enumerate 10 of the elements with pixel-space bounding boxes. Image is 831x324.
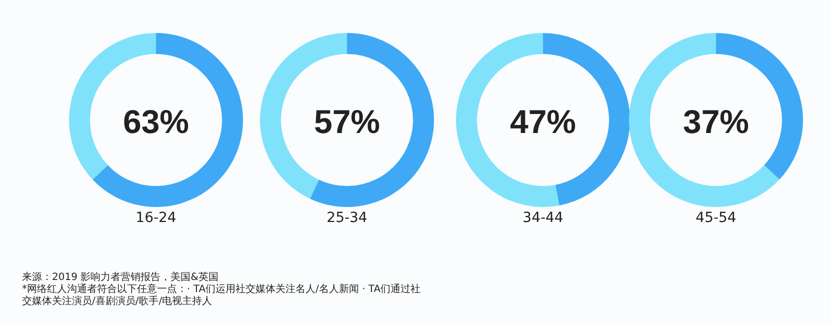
- text: 57%: [314, 103, 380, 140]
- text: 63%: [122, 103, 190, 140]
- text: 16-24: [136, 210, 176, 226]
- text: *网络红人沟通者符合以下任意一点：· TA们运用社交媒体关注名人/名人新闻 · TA们通过社交媒体关注演员/喜剧演员/歌手/电视主持人: [22, 284, 422, 308]
- text: 34-44: [522, 210, 564, 226]
- source-note: 来源：2019 影响力者营销报告，美国&英国: [22, 272, 220, 284]
- text: 25-34: [326, 210, 368, 226]
- text: 47%: [510, 103, 576, 140]
- text: 37%: [682, 103, 750, 140]
- text: 45-54: [696, 210, 736, 226]
